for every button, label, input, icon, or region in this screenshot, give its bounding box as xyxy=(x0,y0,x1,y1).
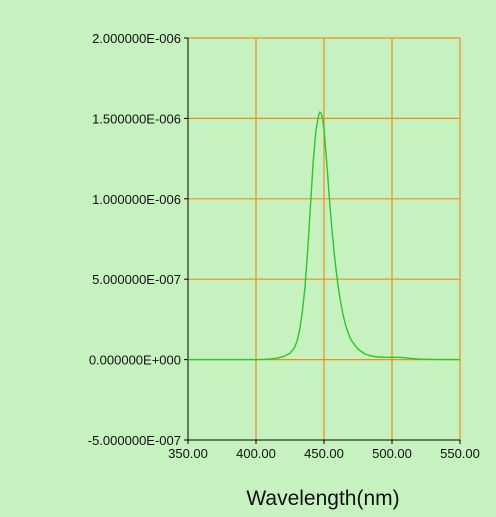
x-tick-label: 400.00 xyxy=(236,446,276,461)
y-tick-label: 1.500000E-006 xyxy=(92,111,181,126)
y-tick-label: 2.000000E-006 xyxy=(92,31,181,46)
y-tick-label: 1.000000E-006 xyxy=(92,192,181,207)
x-tick-labels: 350.00 400.00 450.00 500.00 550.00 xyxy=(168,446,480,461)
y-tick-label: -5.000000E-007 xyxy=(88,433,181,448)
x-tick-label: 450.00 xyxy=(304,446,344,461)
y-tick-label: 5.000000E-007 xyxy=(92,272,181,287)
y-tick-labels: -5.000000E-007 0.000000E+000 5.000000E-007… xyxy=(88,31,181,448)
spectrum-series-line xyxy=(188,111,461,361)
x-tick-label: 500.00 xyxy=(372,446,412,461)
grid-lines xyxy=(188,37,461,440)
y-tick-label: 0.000000E+000 xyxy=(89,353,181,368)
series-layer xyxy=(188,111,461,361)
x-tick-label: 350.00 xyxy=(168,446,208,461)
axes xyxy=(184,37,461,444)
x-axis-label: Wavelength(nm) xyxy=(246,487,399,510)
x-tick-label: 550.00 xyxy=(440,446,480,461)
